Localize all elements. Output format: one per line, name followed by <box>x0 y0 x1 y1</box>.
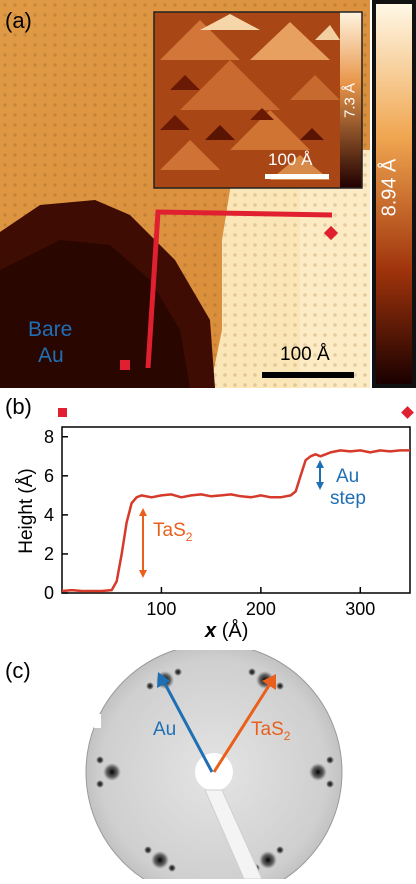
profile-start-square <box>120 360 130 370</box>
au-step-arrow <box>316 460 324 490</box>
x-tick-label: 100 <box>146 599 176 619</box>
panel-b: 0 2 4 6 8 100 200 300 (b) Height (Å) x (Å) TaS2… <box>0 392 416 650</box>
y-axis-label: Height (Å) <box>16 468 37 554</box>
panel-a-label: (a) <box>5 8 32 33</box>
main-scalebar <box>262 372 354 378</box>
y-tick-label: 0 <box>44 583 54 603</box>
inset-scalebar <box>265 174 329 179</box>
au-step-annotation-2: step <box>330 488 366 509</box>
y-tick-label: 2 <box>44 544 54 564</box>
tas2-vector-arrow <box>212 674 276 773</box>
tas2-height-arrow <box>139 508 147 578</box>
panel-a: (a) Bare Au 100 Å 100 Å 7.3 Å 8.94 Å <box>0 0 416 392</box>
leed-pattern-image <box>85 643 343 884</box>
x-tick-label: 300 <box>345 599 375 619</box>
profile-line <box>145 209 333 369</box>
start-square-marker <box>58 408 67 417</box>
au-label: Au <box>38 344 64 367</box>
y-tick-label: 4 <box>44 505 54 525</box>
tas2-arrow-label-base: TaS <box>251 719 284 740</box>
x-tick-label: 200 <box>246 599 276 619</box>
main-colorbar <box>376 4 412 384</box>
stm-image-panel <box>0 0 416 388</box>
axis-ticks: 0 2 4 6 8 100 200 300 <box>44 427 375 619</box>
tas2-annotation: TaS2 <box>153 520 192 544</box>
y-tick-label: 6 <box>44 466 54 486</box>
tas2-arrow-label-sub: 2 <box>283 728 291 743</box>
x-axis-unit: (Å) <box>221 620 249 642</box>
tas2-annotation-base: TaS <box>153 520 186 541</box>
x-axis-label: x (Å) <box>205 620 248 643</box>
plot-frame <box>61 426 411 594</box>
au-arrow-label: Au <box>153 719 177 740</box>
tas2-arrow-label: TaS2 <box>251 719 290 743</box>
panel-b-label: (b) <box>5 394 32 419</box>
profile-end-diamond <box>323 225 339 241</box>
colorbar-label: 8.94 Å <box>378 158 401 217</box>
panel-c-label: (c) <box>5 658 31 683</box>
inset-image <box>153 11 363 189</box>
au-step-annotation-1: Au <box>336 466 360 487</box>
inset-scalebar-label: 100 Å <box>268 150 313 169</box>
tas2-annotation-sub: 2 <box>185 529 193 544</box>
end-diamond-marker <box>401 406 414 419</box>
series-layer <box>61 449 410 593</box>
inset-colorbar <box>340 12 362 188</box>
y-tick-label: 8 <box>44 427 54 447</box>
main-scalebar-label: 100 Å <box>280 344 330 365</box>
height-profile-chart: 0 2 4 6 8 100 200 300 <box>44 406 414 619</box>
bare-label: Bare <box>28 318 73 341</box>
height-profile-line <box>61 449 410 593</box>
x-axis-var: x <box>205 620 217 642</box>
panel-c: (c) Au TaS2 <box>0 643 416 884</box>
au-vector-arrow <box>157 672 214 773</box>
inset-colorbar-label: 7.3 Å <box>341 82 359 119</box>
